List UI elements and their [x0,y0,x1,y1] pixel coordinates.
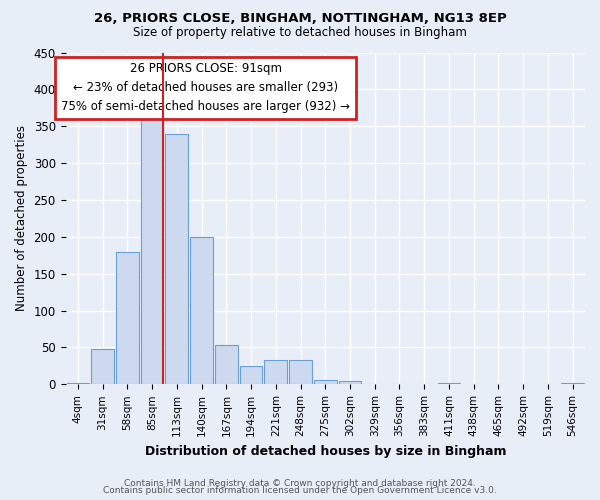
Bar [91,349,114,384]
Bar [190,237,213,384]
Bar [239,366,262,384]
Text: 26, PRIORS CLOSE, BINGHAM, NOTTINGHAM, NG13 8EP: 26, PRIORS CLOSE, BINGHAM, NOTTINGHAM, N… [94,12,506,26]
Bar [116,252,139,384]
Bar [561,383,584,384]
Bar [437,383,460,384]
Text: Contains HM Land Registry data © Crown copyright and database right 2024.: Contains HM Land Registry data © Crown c… [124,478,476,488]
Bar [338,380,361,384]
X-axis label: Distribution of detached houses by size in Bingham: Distribution of detached houses by size … [145,444,506,458]
Bar [166,134,188,384]
Bar [314,380,337,384]
Bar [141,112,163,384]
Bar [265,360,287,384]
Bar [215,344,238,385]
Bar [67,383,89,384]
Text: 26 PRIORS CLOSE: 91sqm
← 23% of detached houses are smaller (293)
75% of semi-de: 26 PRIORS CLOSE: 91sqm ← 23% of detached… [61,62,350,114]
Y-axis label: Number of detached properties: Number of detached properties [15,126,28,312]
Text: Contains public sector information licensed under the Open Government Licence v3: Contains public sector information licen… [103,486,497,495]
Bar [289,360,312,384]
Text: Size of property relative to detached houses in Bingham: Size of property relative to detached ho… [133,26,467,39]
